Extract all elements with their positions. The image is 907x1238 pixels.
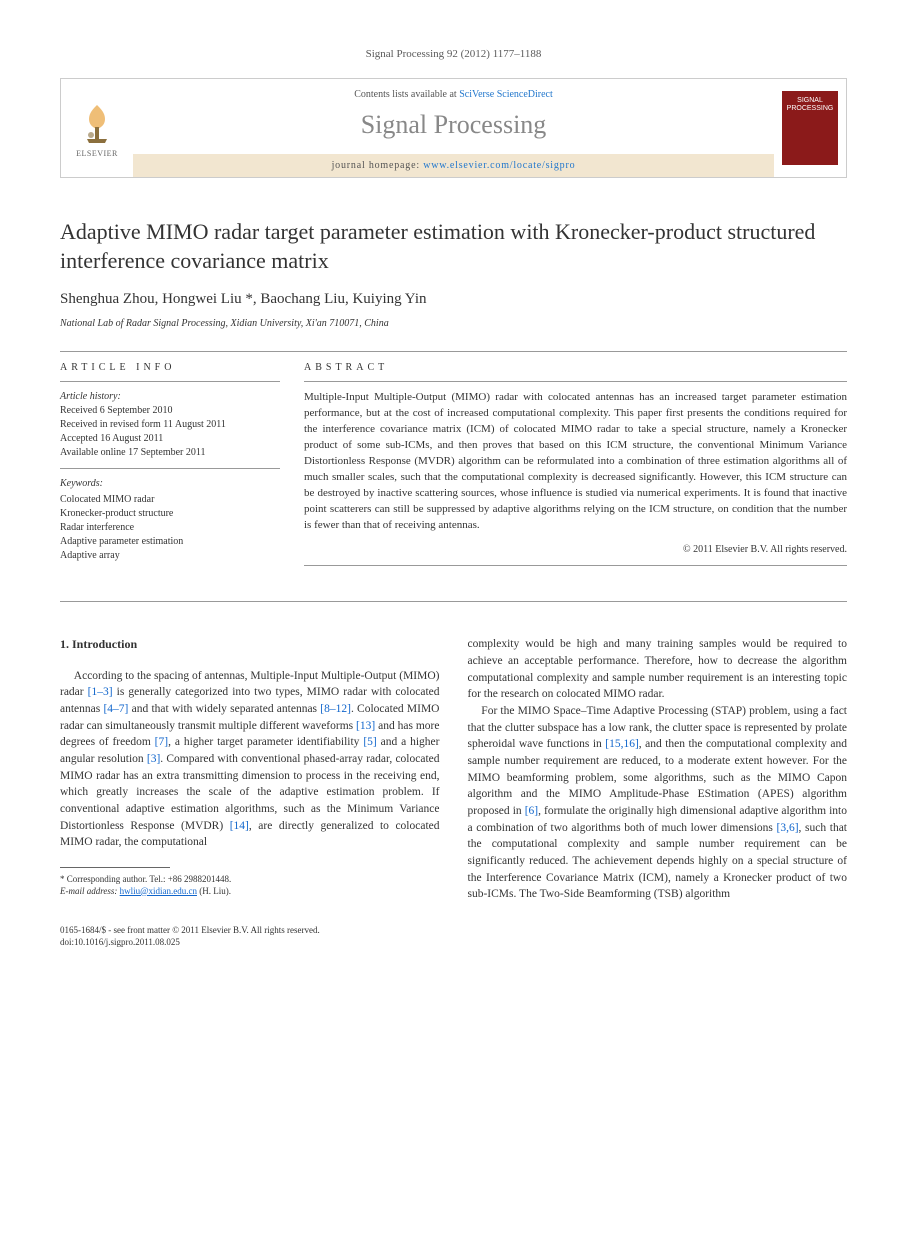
body-left-column: 1. Introduction According to the spacing… <box>60 636 440 903</box>
sciencedirect-link[interactable]: SciVerse ScienceDirect <box>459 89 553 100</box>
citation-link[interactable]: [13] <box>356 720 375 732</box>
citation-link[interactable]: [3] <box>147 753 160 765</box>
revised-date: Received in revised form 11 August 2011 <box>60 419 226 430</box>
contents-prefix: Contents lists available at <box>354 89 459 100</box>
email-link[interactable]: hwliu@xidian.edu.cn <box>120 886 197 896</box>
abstract-copyright: © 2011 Elsevier B.V. All rights reserved… <box>304 544 847 555</box>
journal-homepage: journal homepage: www.elsevier.com/locat… <box>133 154 774 177</box>
footnotes: * Corresponding author. Tel.: +86 298820… <box>60 874 440 897</box>
citation-link[interactable]: [15,16] <box>605 738 639 750</box>
publisher-name: ELSEVIER <box>76 149 118 158</box>
citation-link[interactable]: [1–3] <box>88 686 113 698</box>
journal-name: Signal Processing <box>133 106 774 154</box>
paragraph: For the MIMO Space–Time Adaptive Process… <box>468 703 848 903</box>
citation-link[interactable]: [6] <box>525 805 538 817</box>
email-suffix: (H. Liu). <box>197 886 231 896</box>
keyword: Adaptive array <box>60 550 120 561</box>
corresponding-author: * Corresponding author. Tel.: +86 298820… <box>60 874 440 886</box>
footer-doi: doi:10.1016/j.sigpro.2011.08.025 <box>60 937 320 949</box>
section-heading: 1. Introduction <box>60 636 440 653</box>
abstract-label: ABSTRACT <box>304 352 847 381</box>
citation-link[interactable]: [8–12] <box>320 703 351 715</box>
email-line: E-mail address: hwliu@xidian.edu.cn (H. … <box>60 886 440 898</box>
elsevier-logo: ELSEVIER <box>61 79 133 177</box>
affiliation: National Lab of Radar Signal Processing,… <box>60 318 847 329</box>
article-info-column: ARTICLE INFO Article history: Received 6… <box>60 352 280 571</box>
paragraph: According to the spacing of antennas, Mu… <box>60 668 440 851</box>
citation-link[interactable]: [5] <box>363 736 376 748</box>
keywords-block: Keywords: Colocated MIMO radar Kronecker… <box>60 469 280 571</box>
footer-copyright: 0165-1684/$ - see front matter © 2011 El… <box>60 925 320 937</box>
received-date: Received 6 September 2010 <box>60 405 172 416</box>
homepage-link[interactable]: www.elsevier.com/locate/sigpro <box>423 160 575 171</box>
keyword: Colocated MIMO radar <box>60 494 154 505</box>
abstract-text: Multiple-Input Multiple-Output (MIMO) ra… <box>304 382 847 533</box>
authors: Shenghua Zhou, Hongwei Liu *, Baochang L… <box>60 291 847 308</box>
keyword: Kronecker-product structure <box>60 508 173 519</box>
email-label: E-mail address: <box>60 886 120 896</box>
journal-header: ELSEVIER Contents lists available at Sci… <box>60 78 847 178</box>
citation-link[interactable]: [7] <box>155 736 168 748</box>
citation-link[interactable]: [14] <box>230 820 249 832</box>
keyword: Adaptive parameter estimation <box>60 536 183 547</box>
citation: Signal Processing 92 (2012) 1177–1188 <box>60 48 847 60</box>
article-history: Article history: Received 6 September 20… <box>60 382 280 468</box>
body-right-column: complexity would be high and many traini… <box>468 636 848 903</box>
online-date: Available online 17 September 2011 <box>60 447 206 458</box>
elsevier-tree-icon <box>75 99 119 147</box>
journal-cover: SIGNAL PROCESSING <box>774 79 846 177</box>
keywords-label: Keywords: <box>60 477 280 491</box>
footer-left: 0165-1684/$ - see front matter © 2011 El… <box>60 925 320 948</box>
header-middle: Contents lists available at SciVerse Sci… <box>133 79 774 177</box>
citation-link[interactable]: [3,6] <box>777 822 799 834</box>
history-label: Article history: <box>60 391 121 402</box>
citation-link[interactable]: [4–7] <box>103 703 128 715</box>
homepage-prefix: journal homepage: <box>332 160 424 171</box>
contents-available: Contents lists available at SciVerse Sci… <box>133 79 774 106</box>
article-title: Adaptive MIMO radar target parameter est… <box>60 218 847 275</box>
body-text: 1. Introduction According to the spacing… <box>60 636 847 903</box>
paragraph: complexity would be high and many traini… <box>468 636 848 703</box>
keyword: Radar interference <box>60 522 134 533</box>
divider <box>60 601 847 602</box>
footnote-separator <box>60 867 170 868</box>
journal-cover-image: SIGNAL PROCESSING <box>782 91 838 165</box>
page-footer: 0165-1684/$ - see front matter © 2011 El… <box>60 925 847 948</box>
article-info-label: ARTICLE INFO <box>60 352 280 381</box>
accepted-date: Accepted 16 August 2011 <box>60 433 163 444</box>
divider <box>304 565 847 566</box>
abstract-column: ABSTRACT Multiple-Input Multiple-Output … <box>304 352 847 571</box>
